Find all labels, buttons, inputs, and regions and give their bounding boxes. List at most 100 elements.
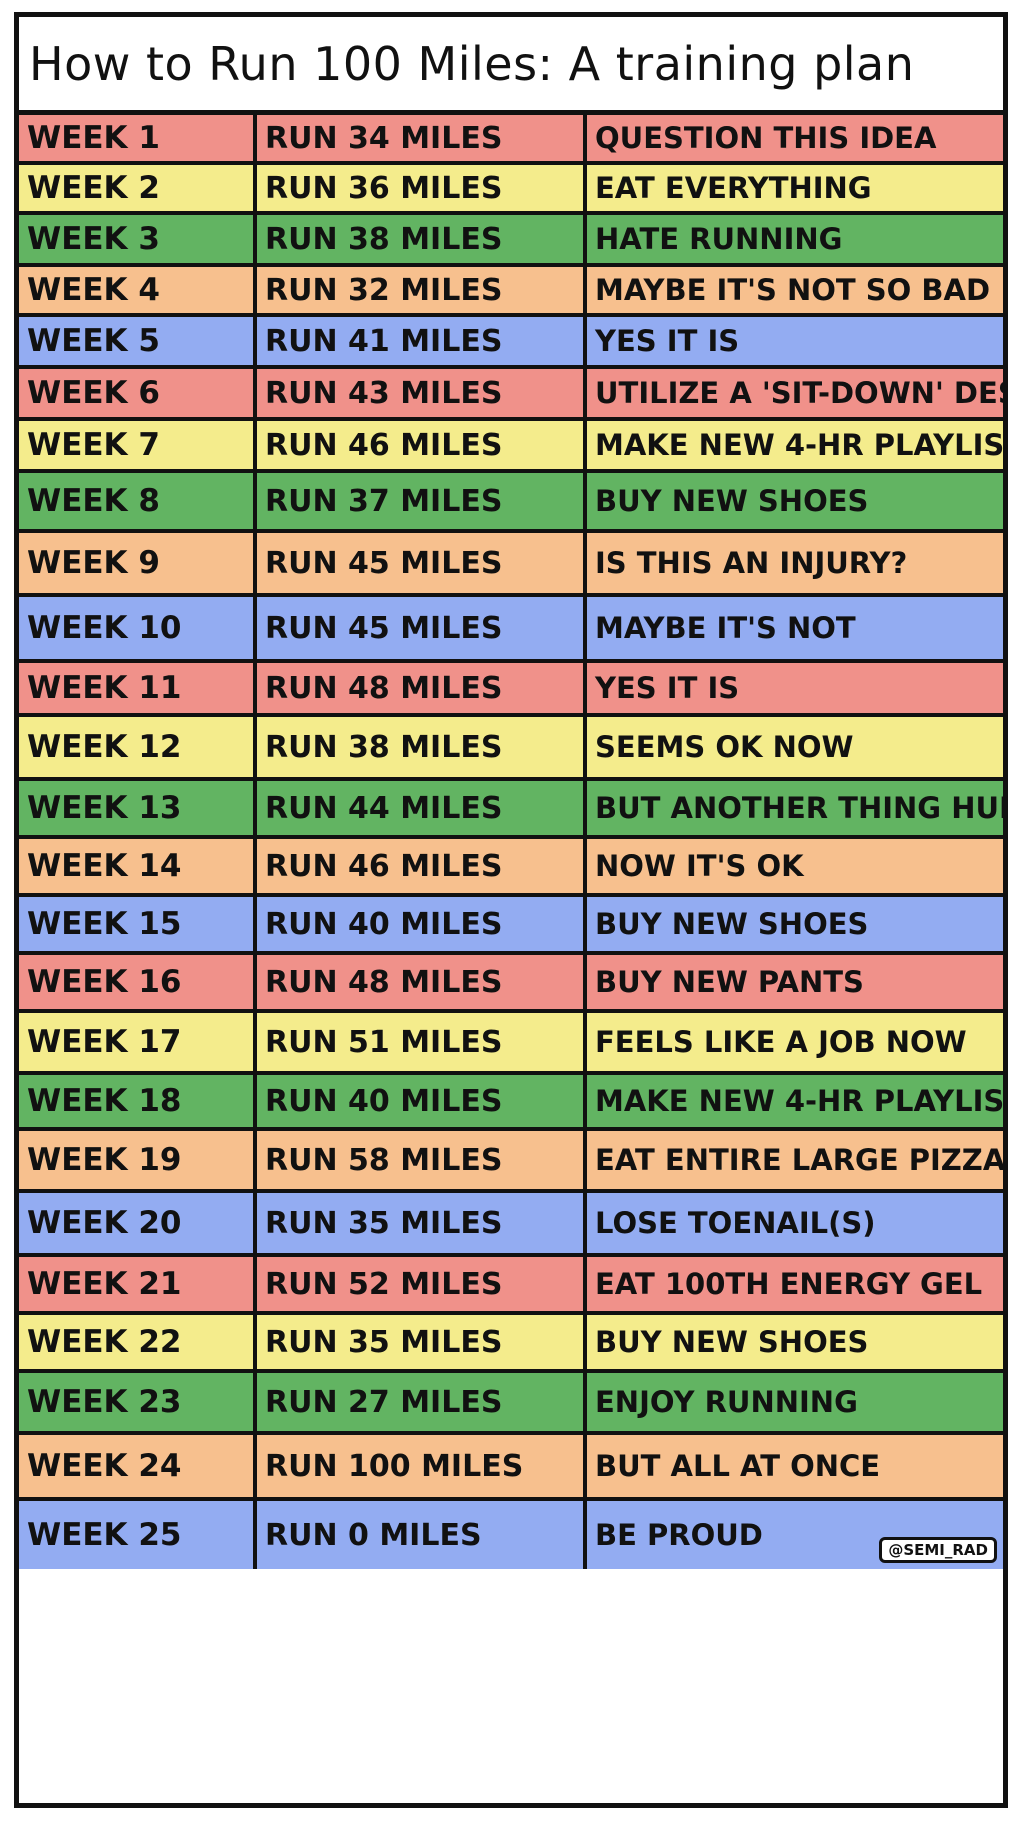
week-cell: WEEK 2: [19, 165, 257, 211]
week-cell: WEEK 9: [19, 533, 257, 593]
table-row: WEEK 14 RUN 46 MILES NOW IT'S OK: [19, 839, 1003, 897]
table-row: WEEK 18 RUN 40 MILES MAKE NEW 4-HR PLAYLIS…: [19, 1075, 1003, 1131]
miles-cell: RUN 44 MILES: [257, 781, 587, 835]
table-row: WEEK 20 RUN 35 MILES LOSE TOENAIL(S): [19, 1193, 1003, 1257]
table-row: WEEK 8 RUN 37 MILES BUY NEW SHOES: [19, 473, 1003, 533]
week-cell: WEEK 14: [19, 839, 257, 893]
week-cell: WEEK 21: [19, 1257, 257, 1311]
table-row: WEEK 4 RUN 32 MILES MAYBE IT'S NOT SO BAD: [19, 267, 1003, 317]
miles-cell: RUN 38 MILES: [257, 215, 587, 263]
note-cell: EAT 100TH ENERGY GEL: [595, 1267, 983, 1301]
week-cell: WEEK 25: [19, 1501, 257, 1569]
note-cell: YES IT IS: [595, 671, 740, 705]
week-cell: WEEK 6: [19, 369, 257, 417]
note-cell: BUT ANOTHER THING HURTS: [595, 791, 1003, 825]
miles-cell: RUN 45 MILES: [257, 597, 587, 659]
week-cell: WEEK 1: [19, 115, 257, 161]
week-cell: WEEK 11: [19, 663, 257, 713]
miles-cell: RUN 58 MILES: [257, 1131, 587, 1189]
table-row: WEEK 21 RUN 52 MILES EAT 100TH ENERGY GEL: [19, 1257, 1003, 1315]
week-cell: WEEK 10: [19, 597, 257, 659]
table-row: WEEK 7 RUN 46 MILES MAKE NEW 4-HR PLAYLIST: [19, 421, 1003, 473]
week-cell: WEEK 7: [19, 421, 257, 469]
note-cell: MAYBE IT'S NOT: [595, 611, 856, 645]
table-row: WEEK 6 RUN 43 MILES UTILIZE A 'SIT-DOWN' D…: [19, 369, 1003, 421]
note-cell: MAYBE IT'S NOT SO BAD: [595, 273, 991, 307]
week-cell: WEEK 18: [19, 1075, 257, 1127]
table-row: WEEK 5 RUN 41 MILES YES IT IS: [19, 317, 1003, 369]
comic-frame: How to Run 100 Miles: A training plan WE…: [14, 12, 1008, 1808]
miles-cell: RUN 36 MILES: [257, 165, 587, 211]
table-row: WEEK 3 RUN 38 MILES HATE RUNNING: [19, 215, 1003, 267]
week-cell: WEEK 17: [19, 1013, 257, 1071]
table-row: WEEK 16 RUN 48 MILES BUY NEW PANTS: [19, 955, 1003, 1013]
miles-cell: RUN 35 MILES: [257, 1193, 587, 1253]
note-cell: LOSE TOENAIL(S): [595, 1206, 876, 1240]
note-cell: BUY NEW SHOES: [595, 907, 869, 941]
week-cell: WEEK 19: [19, 1131, 257, 1189]
table-row: WEEK 23 RUN 27 MILES ENJOY RUNNING: [19, 1373, 1003, 1435]
miles-cell: RUN 40 MILES: [257, 897, 587, 951]
table-row: WEEK 10 RUN 45 MILES MAYBE IT'S NOT: [19, 597, 1003, 663]
note-cell: BUY NEW SHOES: [595, 1325, 869, 1359]
week-cell: WEEK 24: [19, 1435, 257, 1497]
title-bar: How to Run 100 Miles: A training plan: [19, 17, 1003, 115]
table-row: WEEK 22 RUN 35 MILES BUY NEW SHOES: [19, 1315, 1003, 1373]
miles-cell: RUN 100 MILES: [257, 1435, 587, 1497]
note-cell: ENJOY RUNNING: [595, 1385, 858, 1419]
note-cell: FEELS LIKE A JOB NOW: [595, 1025, 967, 1059]
miles-cell: RUN 43 MILES: [257, 369, 587, 417]
week-cell: WEEK 5: [19, 317, 257, 365]
table-row: WEEK 24 RUN 100 MILES BUT ALL AT ONCE: [19, 1435, 1003, 1501]
miles-cell: RUN 46 MILES: [257, 421, 587, 469]
miles-cell: RUN 32 MILES: [257, 267, 587, 313]
table-row: WEEK 19 RUN 58 MILES EAT ENTIRE LARGE PIZZ…: [19, 1131, 1003, 1193]
miles-cell: RUN 41 MILES: [257, 317, 587, 365]
miles-cell: RUN 46 MILES: [257, 839, 587, 893]
miles-cell: RUN 35 MILES: [257, 1315, 587, 1369]
miles-cell: RUN 34 MILES: [257, 115, 587, 161]
miles-cell: RUN 45 MILES: [257, 533, 587, 593]
table-row: WEEK 25 RUN 0 MILES BE PROUD @SEMI_RAD: [19, 1501, 1003, 1569]
week-cell: WEEK 15: [19, 897, 257, 951]
page-title: How to Run 100 Miles: A training plan: [29, 36, 915, 91]
week-cell: WEEK 16: [19, 955, 257, 1009]
training-plan-table: WEEK 1 RUN 34 MILES QUESTION THIS IDEA WEEK…: [19, 115, 1003, 1803]
miles-cell: RUN 48 MILES: [257, 663, 587, 713]
note-cell: EAT EVERYTHING: [595, 171, 872, 205]
miles-cell: RUN 52 MILES: [257, 1257, 587, 1311]
note-cell: MAKE NEW 4-HR PLAYLIST: [595, 1084, 1003, 1118]
miles-cell: RUN 38 MILES: [257, 717, 587, 777]
note-cell: BUY NEW PANTS: [595, 965, 864, 999]
note-cell: EAT ENTIRE LARGE PIZZA: [595, 1143, 1003, 1177]
miles-cell: RUN 37 MILES: [257, 473, 587, 529]
table-row: WEEK 11 RUN 48 MILES YES IT IS: [19, 663, 1003, 717]
note-cell: UTILIZE A 'SIT-DOWN' DESK: [595, 376, 1003, 410]
miles-cell: RUN 48 MILES: [257, 955, 587, 1009]
note-cell: BUY NEW SHOES: [595, 484, 869, 518]
table-row: WEEK 15 RUN 40 MILES BUY NEW SHOES: [19, 897, 1003, 955]
miles-cell: RUN 51 MILES: [257, 1013, 587, 1071]
note-cell: BE PROUD: [595, 1518, 763, 1552]
table-row: WEEK 9 RUN 45 MILES IS THIS AN INJURY?: [19, 533, 1003, 597]
week-cell: WEEK 8: [19, 473, 257, 529]
note-cell: BUT ALL AT ONCE: [595, 1449, 881, 1483]
miles-cell: RUN 40 MILES: [257, 1075, 587, 1127]
note-cell: IS THIS AN INJURY?: [595, 546, 908, 580]
week-cell: WEEK 4: [19, 267, 257, 313]
note-cell: MAKE NEW 4-HR PLAYLIST: [595, 428, 1003, 462]
week-cell: WEEK 20: [19, 1193, 257, 1253]
week-cell: WEEK 3: [19, 215, 257, 263]
table-row: WEEK 17 RUN 51 MILES FEELS LIKE A JOB NOW: [19, 1013, 1003, 1075]
miles-cell: RUN 27 MILES: [257, 1373, 587, 1431]
table-row: WEEK 12 RUN 38 MILES SEEMS OK NOW: [19, 717, 1003, 781]
week-cell: WEEK 13: [19, 781, 257, 835]
week-cell: WEEK 12: [19, 717, 257, 777]
note-cell: HATE RUNNING: [595, 222, 843, 256]
artist-credit: @SEMI_RAD: [879, 1537, 997, 1563]
table-row: WEEK 2 RUN 36 MILES EAT EVERYTHING: [19, 165, 1003, 215]
note-cell: NOW IT'S OK: [595, 849, 804, 883]
note-cell: YES IT IS: [595, 324, 740, 358]
note-cell: QUESTION THIS IDEA: [595, 121, 937, 155]
note-cell: SEEMS OK NOW: [595, 730, 854, 764]
